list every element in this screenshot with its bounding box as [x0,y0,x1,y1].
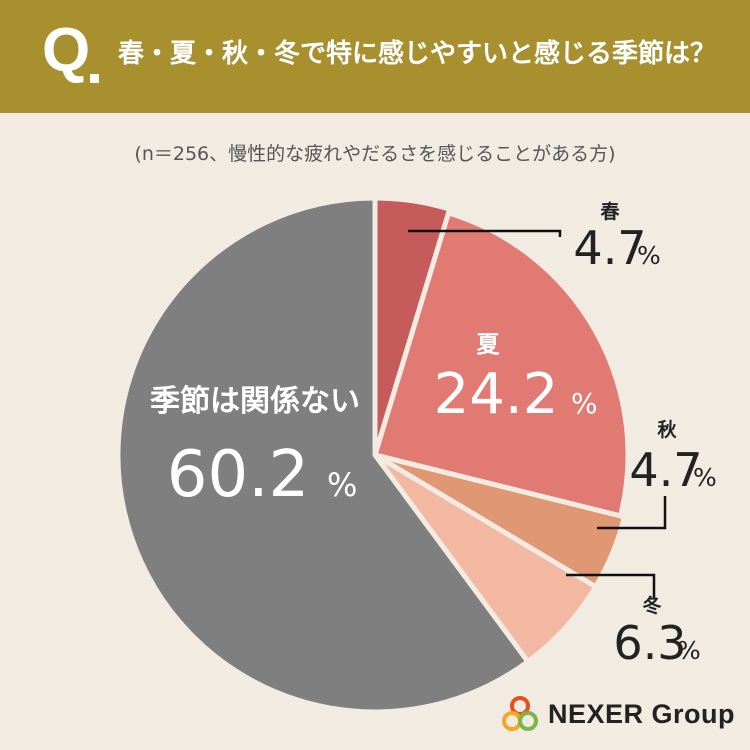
slice-percent-spring: % [637,241,661,270]
slice-label-none: 季節は関係ない [150,384,360,419]
slice-percent-summer: % [571,387,598,420]
slice-percent-autumn: % [693,463,717,492]
brand-name: NEXER Group [548,698,736,729]
leader-line-spring [408,229,562,237]
brand: NEXER Group [500,694,735,734]
slice-label-summer: 夏 [477,332,501,358]
slice-percent-winter: % [677,636,701,665]
question-title: 春・夏・秋・冬で特に感じやすいと感じる季節は？ [118,39,717,69]
chart-subtitle: (n＝256、慢性的な疲れやだるさを感じることがある方) [134,143,616,165]
slice-value-autumn: 4.7 [629,443,702,497]
leader-line-autumn [597,496,667,530]
slice-label-autumn: 秋 [657,418,677,441]
question-header: Q 春・夏・秋・冬で特に感じやすいと感じる季節は？ [0,0,750,113]
slice-label-winter: 冬 [642,594,661,617]
slice-value-spring: 4.7 [573,221,646,275]
leader-line-winter [566,573,656,598]
q-dot [90,74,99,83]
slice-value-winter: 6.3 [613,616,686,670]
slice-percent-none: % [327,466,357,504]
q-mark: Q [42,16,91,85]
slice-value-summer: 24.2 [434,362,559,427]
slice-value-none: 60.2 [167,438,310,512]
slice-label-spring: 春 [600,200,619,223]
pie-slice-4 [115,195,531,715]
nexer-logo-icon [502,696,538,731]
